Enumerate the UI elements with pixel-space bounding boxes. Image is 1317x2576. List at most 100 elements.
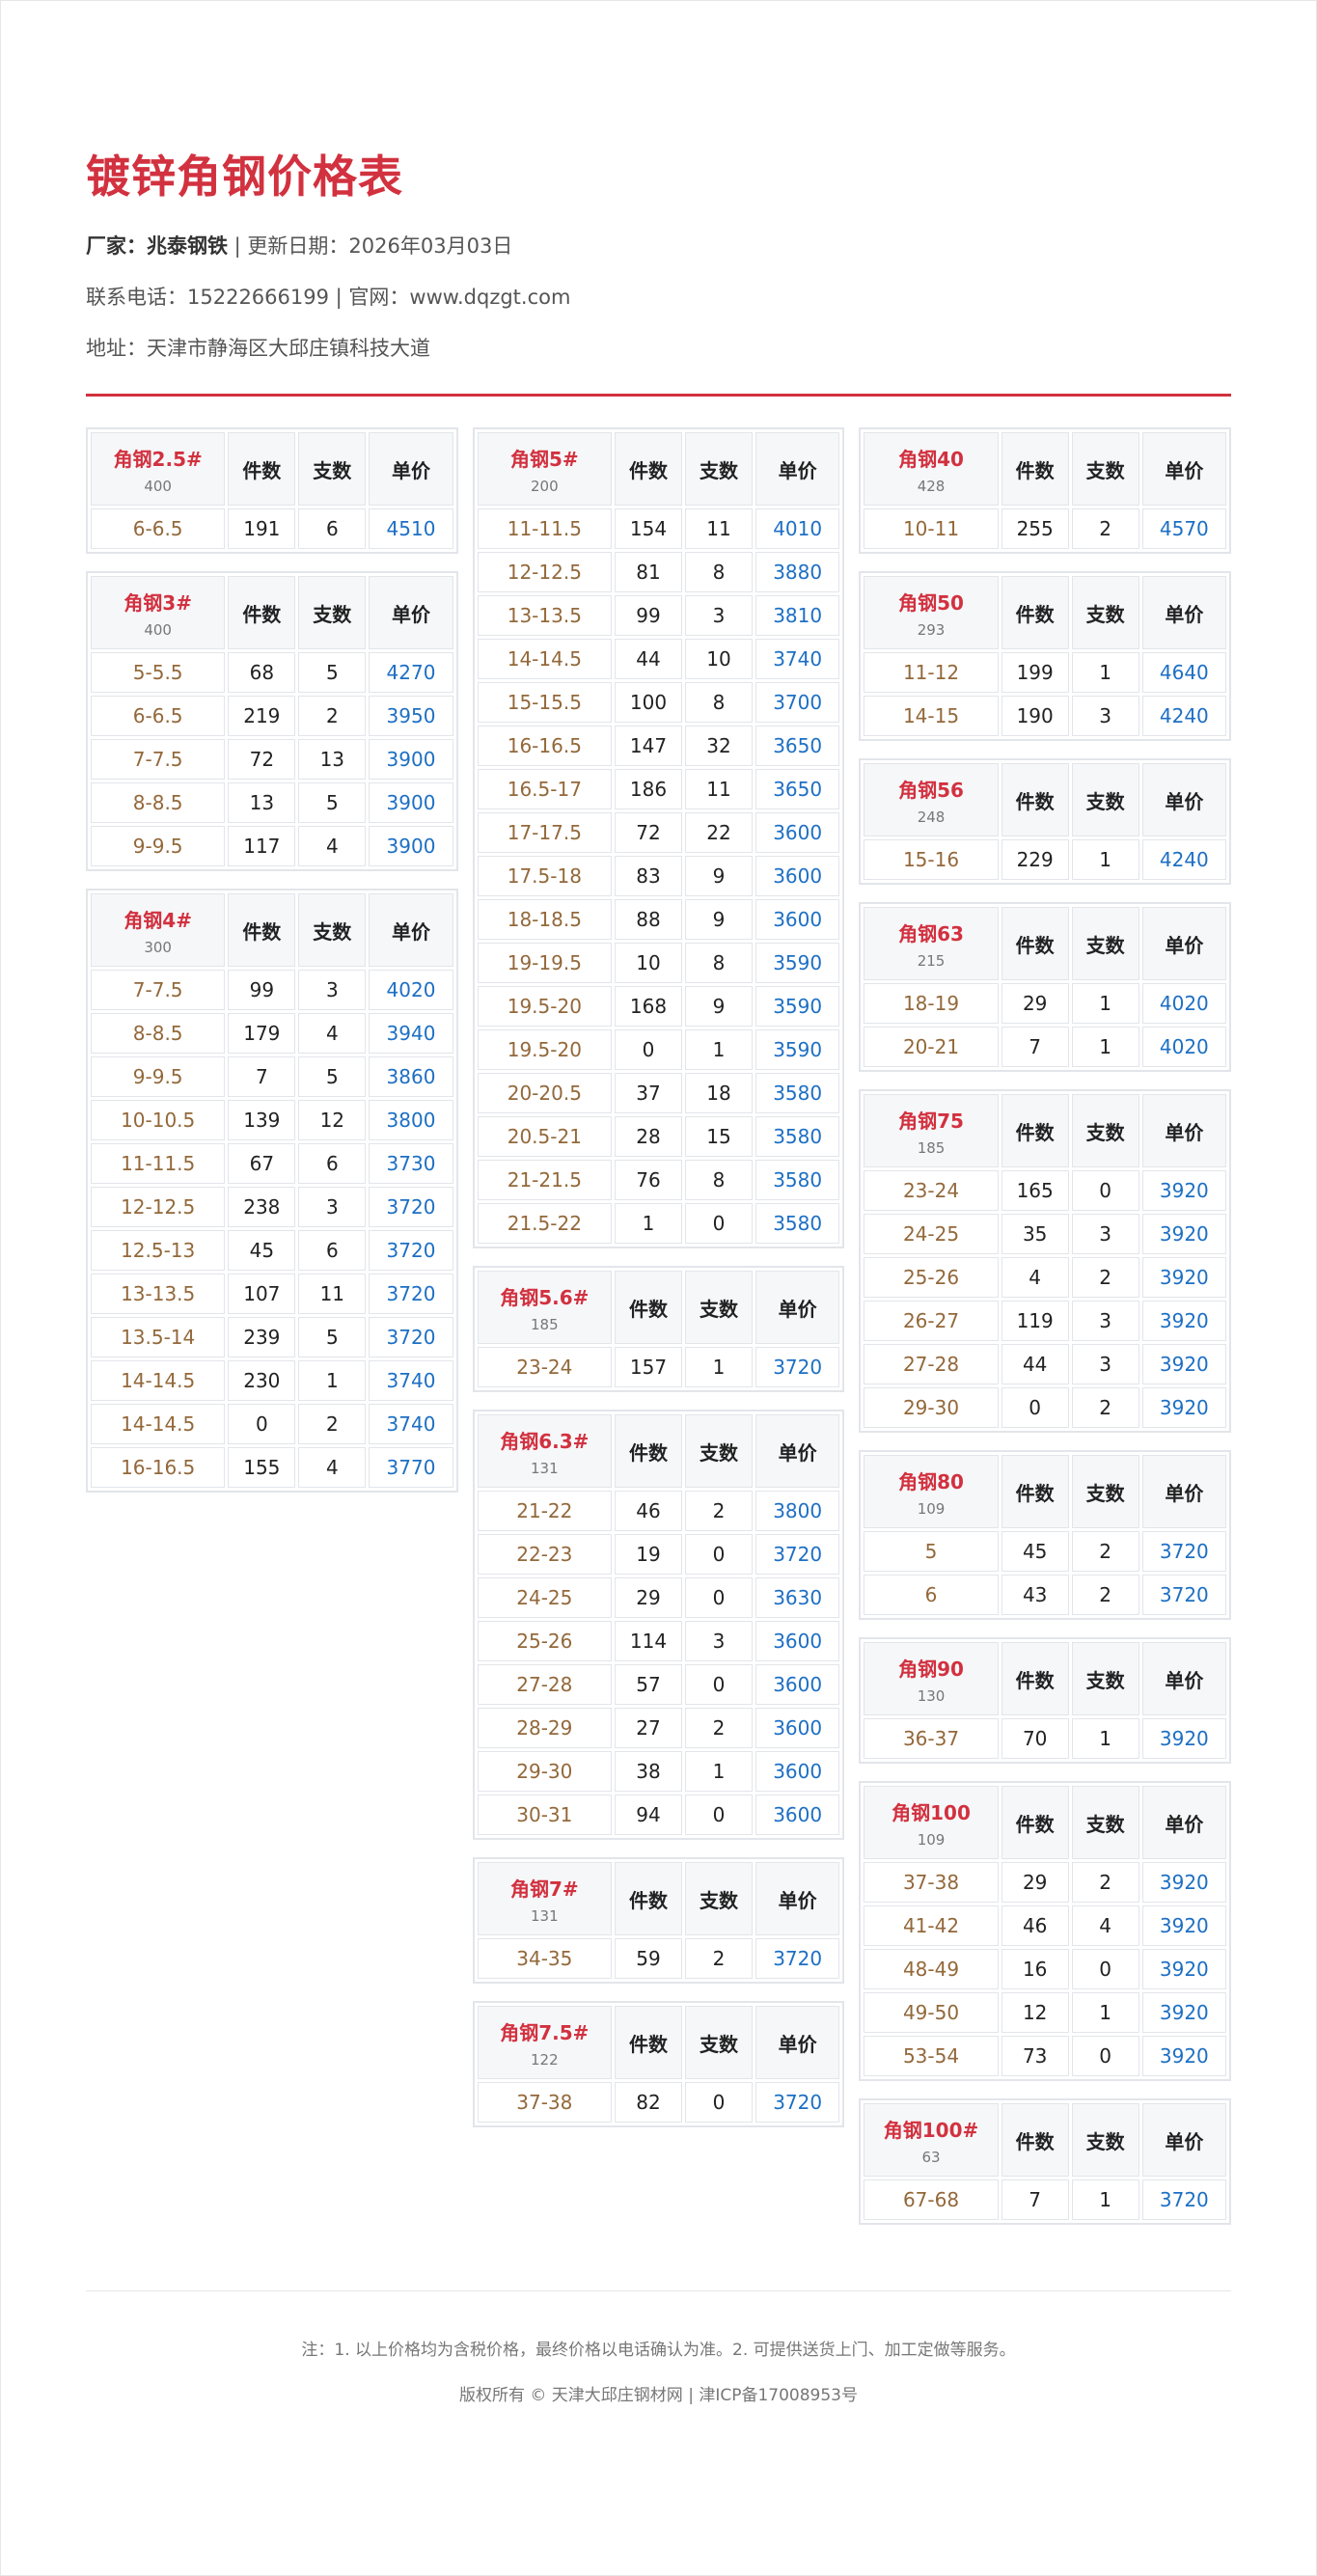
table-row: 10-10.5 139 12 3800 bbox=[91, 1100, 453, 1140]
price-table: 角钢7.5# 122 件数 支数 单价 37-38 82 0 3720 bbox=[472, 2001, 845, 2127]
pieces-cell: 44 bbox=[615, 639, 682, 679]
column-header: 单价 bbox=[369, 576, 453, 649]
bundles-cell: 11 bbox=[684, 769, 753, 809]
spec-cell: 17.5-18 bbox=[477, 856, 612, 896]
bundles-cell: 9 bbox=[684, 899, 753, 940]
spec-cell: 11-11.5 bbox=[91, 1143, 226, 1184]
table-row: 20-20.5 37 18 3580 bbox=[477, 1073, 840, 1113]
group-header: 角钢100 109 bbox=[864, 1786, 999, 1859]
table-header-row: 角钢5# 200 件数 支数 单价 bbox=[477, 432, 840, 506]
table-row: 12-12.5 238 3 3720 bbox=[91, 1187, 453, 1227]
table-row: 29-30 38 1 3600 bbox=[477, 1751, 840, 1792]
spec-cell: 49-50 bbox=[864, 1992, 999, 2033]
table-row: 6-6.5 219 2 3950 bbox=[91, 696, 453, 736]
price-cell: 4240 bbox=[1141, 696, 1227, 736]
group-subtitle: 109 bbox=[917, 1499, 946, 1518]
table-header-row: 角钢7# 131 件数 支数 单价 bbox=[477, 1862, 840, 1935]
spec-cell: 5-5.5 bbox=[91, 652, 226, 693]
table-row: 7-7.5 99 3 4020 bbox=[91, 970, 453, 1010]
spec-cell: 24-25 bbox=[864, 1214, 999, 1254]
group-name: 角钢5# bbox=[509, 447, 579, 471]
table-row: 16-16.5 155 4 3770 bbox=[91, 1447, 453, 1488]
price-cell: 3720 bbox=[755, 1347, 840, 1387]
table-row: 21-22 46 2 3800 bbox=[477, 1491, 840, 1531]
table-row: 10-11 255 2 4570 bbox=[864, 508, 1227, 549]
table-row: 12.5-13 45 6 3720 bbox=[91, 1230, 453, 1271]
table-row: 53-54 73 0 3920 bbox=[864, 2036, 1227, 2076]
price-cell: 3600 bbox=[755, 1795, 840, 1835]
pieces-cell: 238 bbox=[228, 1187, 296, 1227]
pieces-cell: 0 bbox=[228, 1404, 296, 1444]
spec-cell: 20-21 bbox=[864, 1027, 999, 1067]
group-subtitle: 109 bbox=[917, 1830, 946, 1849]
group-header: 角钢5# 200 bbox=[477, 432, 612, 506]
price-cell: 3920 bbox=[1141, 2036, 1227, 2076]
price-cell: 3800 bbox=[755, 1491, 840, 1531]
spec-cell: 67-68 bbox=[864, 2179, 999, 2220]
price-table: 角钢5# 200 件数 支数 单价 11-11.5 154 11 4010 12-12.5 81 8 3… bbox=[472, 427, 845, 1248]
price-cell: 3920 bbox=[1141, 1257, 1227, 1298]
title-divider bbox=[86, 394, 1231, 397]
table-row: 14-14.5 44 10 3740 bbox=[477, 639, 840, 679]
column-header: 支数 bbox=[298, 893, 367, 967]
spec-cell: 18-19 bbox=[864, 983, 999, 1024]
bundles-cell: 0 bbox=[1071, 1170, 1139, 1211]
column-header: 支数 bbox=[684, 432, 753, 506]
price-table: 角钢75 185 件数 支数 单价 23-24 165 0 3920 24-25 35 3 3920 25… bbox=[859, 1089, 1232, 1433]
table-row: 9-9.5 117 4 3900 bbox=[91, 826, 453, 866]
price-cell: 3590 bbox=[755, 943, 840, 983]
bundles-cell: 1 bbox=[1071, 2179, 1139, 2220]
bundles-cell: 3 bbox=[1071, 696, 1139, 736]
table-header-row: 角钢7.5# 122 件数 支数 单价 bbox=[477, 2006, 840, 2079]
column-header: 件数 bbox=[228, 893, 296, 967]
column-header: 单价 bbox=[1141, 2103, 1227, 2177]
spec-cell: 15-15.5 bbox=[477, 682, 612, 723]
column-header: 支数 bbox=[684, 1414, 753, 1488]
price-cell: 3720 bbox=[755, 1938, 840, 1979]
spec-cell: 27-28 bbox=[864, 1344, 999, 1384]
footer-copyright: 版权所有 © 天津大邱庄钢材网 | 津ICP备17008953号 bbox=[458, 2386, 858, 2405]
spec-cell: 14-15 bbox=[864, 696, 999, 736]
bundles-cell: 12 bbox=[298, 1100, 367, 1140]
pieces-cell: 16 bbox=[1001, 1949, 1069, 1989]
column-header: 单价 bbox=[1141, 576, 1227, 649]
column-header: 件数 bbox=[1001, 907, 1069, 980]
group-subtitle: 130 bbox=[917, 1686, 946, 1705]
table-row: 25-26 4 2 3920 bbox=[864, 1257, 1227, 1298]
table-row: 37-38 82 0 3720 bbox=[477, 2082, 840, 2123]
pieces-cell: 44 bbox=[1001, 1344, 1069, 1384]
price-table: 角钢100 109 件数 支数 单价 37-38 29 2 3920 41-42 46 4 3920 48… bbox=[859, 1781, 1232, 2081]
price-table: 角钢90 130 件数 支数 单价 36-37 70 1 3920 bbox=[859, 1637, 1232, 1764]
price-cell: 3900 bbox=[369, 739, 453, 780]
pieces-cell: 99 bbox=[228, 970, 296, 1010]
bundles-cell: 0 bbox=[684, 1664, 753, 1705]
bundles-cell: 5 bbox=[298, 1317, 367, 1357]
pieces-cell: 147 bbox=[615, 726, 682, 766]
pieces-cell: 157 bbox=[615, 1347, 682, 1387]
pieces-cell: 114 bbox=[615, 1621, 682, 1661]
pieces-cell: 155 bbox=[228, 1447, 296, 1488]
bundles-cell: 2 bbox=[298, 696, 367, 736]
price-cell: 3720 bbox=[755, 1534, 840, 1575]
column-header: 件数 bbox=[1001, 432, 1069, 506]
bundles-cell: 10 bbox=[684, 639, 753, 679]
price-cell: 3740 bbox=[369, 1360, 453, 1401]
spec-cell: 25-26 bbox=[864, 1257, 999, 1298]
group-name: 角钢7.5# bbox=[500, 2020, 590, 2044]
pieces-cell: 57 bbox=[615, 1664, 682, 1705]
spec-cell: 13.5-14 bbox=[91, 1317, 226, 1357]
pieces-cell: 43 bbox=[1001, 1575, 1069, 1615]
table-header-row: 角钢4# 300 件数 支数 单价 bbox=[91, 893, 453, 967]
price-cell: 3600 bbox=[755, 1664, 840, 1705]
bundles-cell: 8 bbox=[684, 1160, 753, 1200]
price-cell: 4020 bbox=[369, 970, 453, 1010]
spec-cell: 27-28 bbox=[477, 1664, 612, 1705]
price-cell: 3720 bbox=[369, 1317, 453, 1357]
pieces-cell: 46 bbox=[615, 1491, 682, 1531]
price-table: 角钢7# 131 件数 支数 单价 34-35 59 2 3720 bbox=[472, 1857, 845, 1984]
bundles-cell: 2 bbox=[298, 1404, 367, 1444]
pieces-cell: 12 bbox=[1001, 1992, 1069, 2033]
column-header: 件数 bbox=[1001, 1786, 1069, 1859]
price-tables: 角钢2.5# 400 件数 支数 单价 6-6.5 191 6 4510 角钢3# 400 件数 支数单… bbox=[86, 427, 1232, 2225]
spec-cell: 21.5-22 bbox=[477, 1203, 612, 1244]
